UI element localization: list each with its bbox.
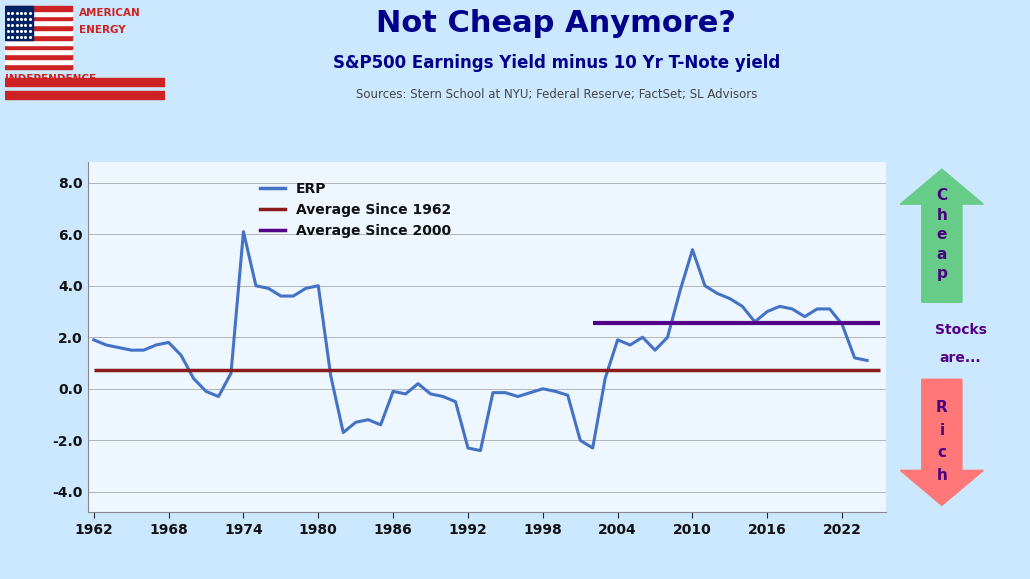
Bar [5, 64, 72, 69]
Text: Sources: Stern School at NYU; Federal Reserve; FactSet; SL Advisors: Sources: Stern School at NYU; Federal Re… [355, 88, 757, 101]
Bar [5, 20, 72, 25]
Bar [5, 25, 72, 30]
Bar [5, 78, 165, 86]
Text: R: R [936, 400, 948, 415]
Text: S&P500 Earnings Yield minus 10 Yr T-Note yield: S&P500 Earnings Yield minus 10 Yr T-Note… [333, 54, 780, 72]
Legend: ERP, Average Since 1962, Average Since 2000: ERP, Average Since 1962, Average Since 2… [254, 176, 456, 243]
Text: C: C [936, 188, 948, 203]
Bar [5, 6, 33, 40]
Bar [5, 91, 165, 99]
Text: Not Cheap Anymore?: Not Cheap Anymore? [376, 9, 736, 38]
Text: i: i [939, 423, 945, 438]
Text: p: p [936, 266, 948, 281]
Text: e: e [936, 227, 947, 242]
Text: h: h [936, 468, 948, 483]
FancyArrow shape [900, 169, 984, 302]
Bar [5, 16, 72, 20]
Text: c: c [937, 445, 947, 460]
Bar [5, 40, 72, 45]
Bar [5, 54, 72, 59]
Text: AMERICAN: AMERICAN [78, 8, 140, 18]
Text: Stocks: Stocks [934, 323, 987, 337]
Bar [5, 6, 72, 11]
Bar [5, 30, 72, 35]
Text: h: h [936, 207, 948, 222]
Text: ENERGY: ENERGY [78, 25, 126, 35]
Bar [5, 35, 72, 40]
Bar [5, 45, 72, 49]
Text: INDEPENDENCE: INDEPENDENCE [5, 74, 96, 84]
Bar [5, 11, 72, 16]
FancyArrow shape [900, 379, 984, 505]
Bar [5, 49, 72, 54]
Bar [5, 59, 72, 64]
Text: are...: are... [939, 351, 982, 365]
Text: a: a [936, 247, 947, 262]
